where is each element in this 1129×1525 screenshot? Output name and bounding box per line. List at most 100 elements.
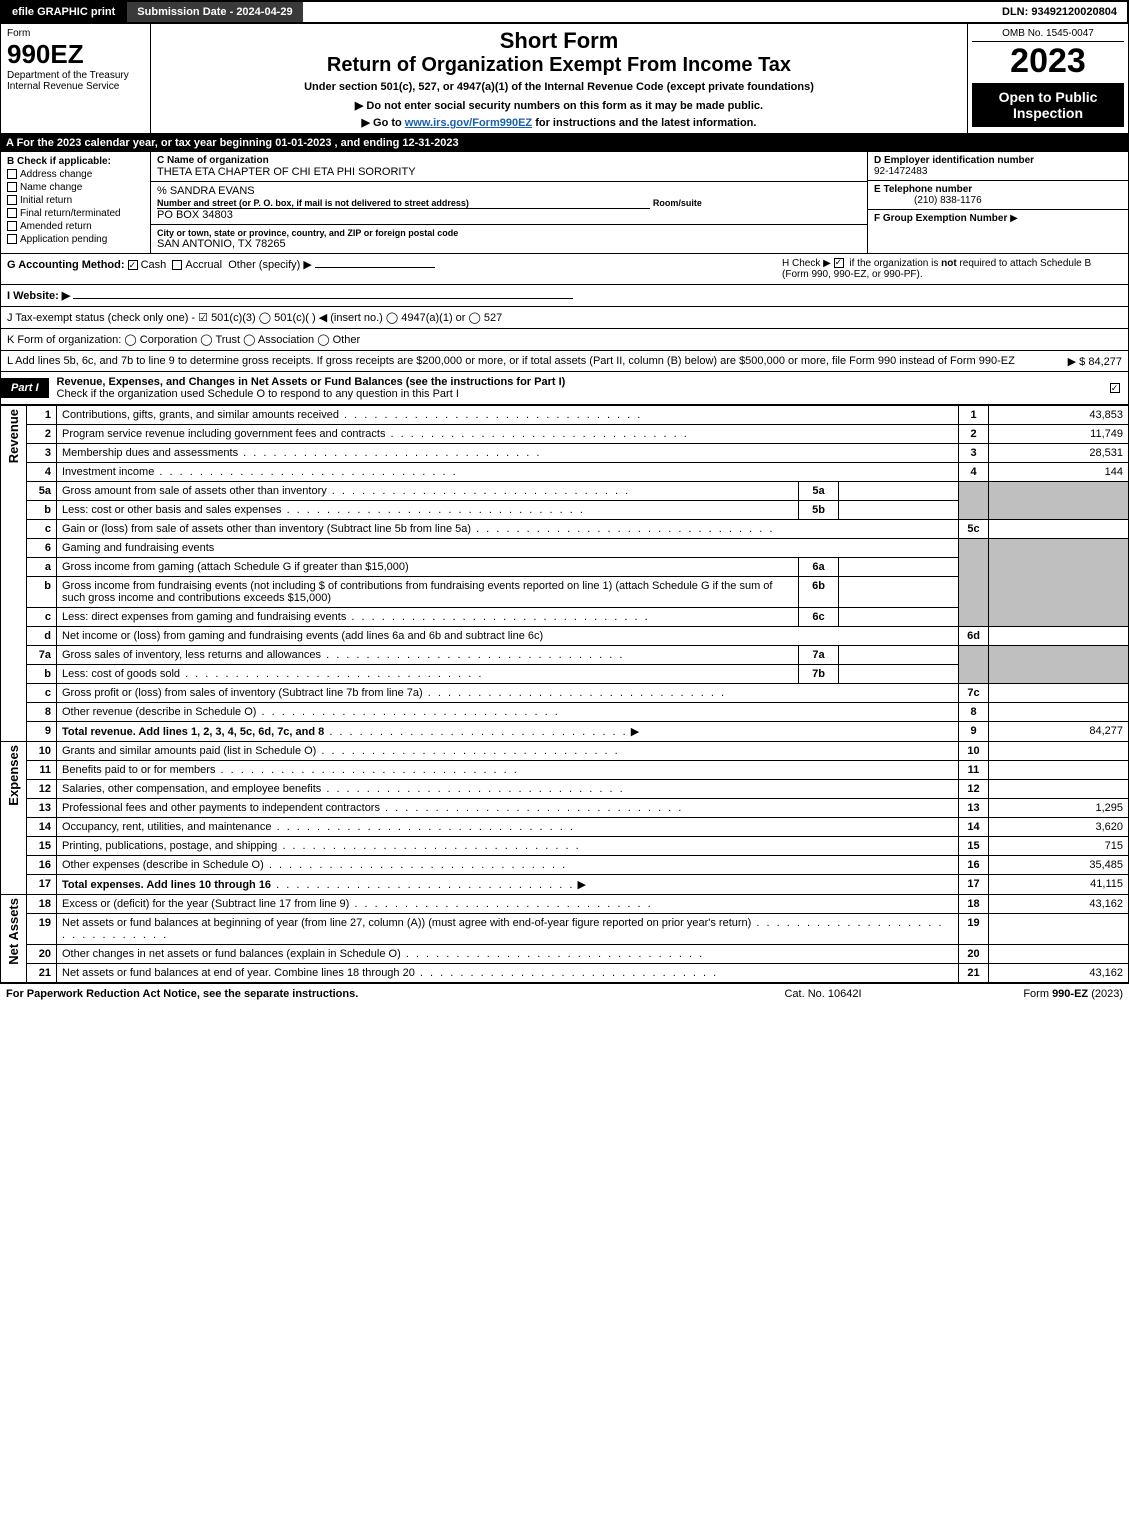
line-num: 4	[27, 463, 57, 482]
line-ref: 4	[959, 463, 989, 482]
table-row: 9 Total revenue. Add lines 1, 2, 3, 4, 5…	[1, 722, 1129, 742]
table-row: 20 Other changes in net assets or fund b…	[1, 945, 1129, 964]
table-row: 21 Net assets or fund balances at end of…	[1, 964, 1129, 983]
f-group: F Group Exemption Number ▶	[868, 210, 1128, 227]
line-num: 18	[27, 895, 57, 914]
cb-not-required[interactable]	[834, 258, 844, 268]
form-number: 990EZ	[7, 39, 144, 70]
line-ref: 19	[959, 914, 989, 945]
efile-print-button[interactable]: efile GRAPHIC print	[2, 2, 127, 22]
street-block: % SANDRA EVANS Number and street (or P. …	[151, 182, 867, 225]
line-num: 11	[27, 761, 57, 780]
submission-date-button[interactable]: Submission Date - 2024-04-29	[127, 2, 302, 22]
line-desc: Other expenses (describe in Schedule O)	[57, 856, 959, 875]
line-num: 10	[27, 742, 57, 761]
line-num: 2	[27, 425, 57, 444]
section-l: L Add lines 5b, 6c, and 7b to line 9 to …	[0, 351, 1129, 372]
line-amount	[989, 520, 1129, 539]
line-desc: Grants and similar amounts paid (list in…	[57, 742, 959, 761]
line-amount: 1,295	[989, 799, 1129, 818]
table-row: Net Assets 18 Excess or (deficit) for th…	[1, 895, 1129, 914]
c-name-label: C Name of organization	[157, 155, 861, 166]
omb-number: OMB No. 1545-0047	[972, 28, 1124, 42]
sub-line: 6a	[799, 558, 839, 577]
cb-accrual[interactable]	[172, 260, 182, 270]
open-inspection: Open to Public Inspection	[972, 83, 1124, 127]
form-id-block: Form 990EZ Department of the Treasury In…	[1, 24, 151, 133]
e-label: E Telephone number	[874, 184, 972, 195]
care-of: % SANDRA EVANS	[157, 185, 861, 197]
sub-amount	[839, 608, 959, 627]
table-row: 7a Gross sales of inventory, less return…	[1, 646, 1129, 665]
sub-line: 7b	[799, 665, 839, 684]
sub-line: 7a	[799, 646, 839, 665]
org-name: THETA ETA CHAPTER OF CHI ETA PHI SORORIT…	[157, 166, 861, 178]
topbar-spacer	[303, 2, 992, 22]
line-desc: Less: cost of goods sold	[57, 665, 799, 684]
table-row: 12 Salaries, other compensation, and emp…	[1, 780, 1129, 799]
shaded-cell	[989, 482, 1129, 520]
line-amount: 28,531	[989, 444, 1129, 463]
irs-link[interactable]: www.irs.gov/Form990EZ	[405, 117, 532, 129]
h-not: not	[941, 258, 957, 269]
form-ref: Form 990-EZ (2023)	[923, 988, 1123, 1000]
shaded-cell	[959, 482, 989, 520]
cb-final-return[interactable]: Final return/terminated	[7, 208, 144, 219]
irs-label: Internal Revenue Service	[7, 81, 144, 92]
line-num: 14	[27, 818, 57, 837]
table-row: Revenue 1 Contributions, gifts, grants, …	[1, 406, 1129, 425]
website-input[interactable]	[73, 298, 573, 299]
netassets-section-label: Net Assets	[1, 895, 27, 983]
table-row: 19 Net assets or fund balances at beginn…	[1, 914, 1129, 945]
table-row: d Net income or (loss) from gaming and f…	[1, 627, 1129, 646]
line-desc: Gross amount from sale of assets other t…	[57, 482, 799, 501]
line-amount: 43,162	[989, 895, 1129, 914]
h-schedule-b: H Check ▶ if the organization is not req…	[782, 258, 1122, 280]
g-label: G Accounting Method:	[7, 259, 125, 271]
line-num: 9	[27, 722, 57, 742]
line-ref: 14	[959, 818, 989, 837]
l-amount: ▶ $ 84,277	[1068, 355, 1122, 368]
cb-amended-return[interactable]: Amended return	[7, 221, 144, 232]
line-num: 17	[27, 875, 57, 895]
sub-amount	[839, 646, 959, 665]
section-def: D Employer identification number 92-1472…	[868, 152, 1128, 253]
goto-post: for instructions and the latest informat…	[532, 117, 756, 129]
cb-address-change[interactable]: Address change	[7, 169, 144, 180]
line-desc: Total revenue. Add lines 1, 2, 3, 4, 5c,…	[57, 722, 959, 742]
line-ref: 7c	[959, 684, 989, 703]
line-desc: Net assets or fund balances at end of ye…	[57, 964, 959, 983]
line-ref: 16	[959, 856, 989, 875]
line-num: 15	[27, 837, 57, 856]
ein-value: 92-1472483	[874, 166, 927, 177]
year-block: OMB No. 1545-0047 2023 Open to Public In…	[968, 24, 1128, 133]
cb-application-pending[interactable]: Application pending	[7, 234, 144, 245]
d-label: D Employer identification number	[874, 155, 1034, 166]
cb-cash[interactable]	[128, 260, 138, 270]
e-phone: E Telephone number (210) 838-1176	[868, 181, 1128, 210]
form-header: Form 990EZ Department of the Treasury In…	[0, 24, 1129, 134]
cb-name-change[interactable]: Name change	[7, 182, 144, 193]
return-title: Return of Organization Exempt From Incom…	[159, 54, 959, 77]
line-num: b	[27, 665, 57, 684]
other-input[interactable]	[315, 267, 435, 268]
line-amount: 43,853	[989, 406, 1129, 425]
shaded-cell	[989, 539, 1129, 627]
cb-initial-return[interactable]: Initial return	[7, 195, 144, 206]
line-ref: 8	[959, 703, 989, 722]
street-label: Number and street (or P. O. box, if mail…	[157, 198, 650, 209]
section-a: A For the 2023 calendar year, or tax yea…	[0, 134, 1129, 152]
line-desc: Program service revenue including govern…	[57, 425, 959, 444]
city-block: City or town, state or province, country…	[151, 225, 867, 253]
section-j: J Tax-exempt status (check only one) - ☑…	[0, 307, 1129, 329]
part1-checkbox[interactable]	[1104, 382, 1128, 394]
city-label: City or town, state or province, country…	[157, 228, 861, 238]
line-num: 19	[27, 914, 57, 945]
line-amount: 41,115	[989, 875, 1129, 895]
line-num: 7a	[27, 646, 57, 665]
h-check: H Check ▶	[782, 258, 831, 269]
g-accounting: G Accounting Method: Cash Accrual Other …	[7, 258, 782, 280]
line-ref: 9	[959, 722, 989, 742]
table-row: 6 Gaming and fundraising events	[1, 539, 1129, 558]
line-amount: 144	[989, 463, 1129, 482]
